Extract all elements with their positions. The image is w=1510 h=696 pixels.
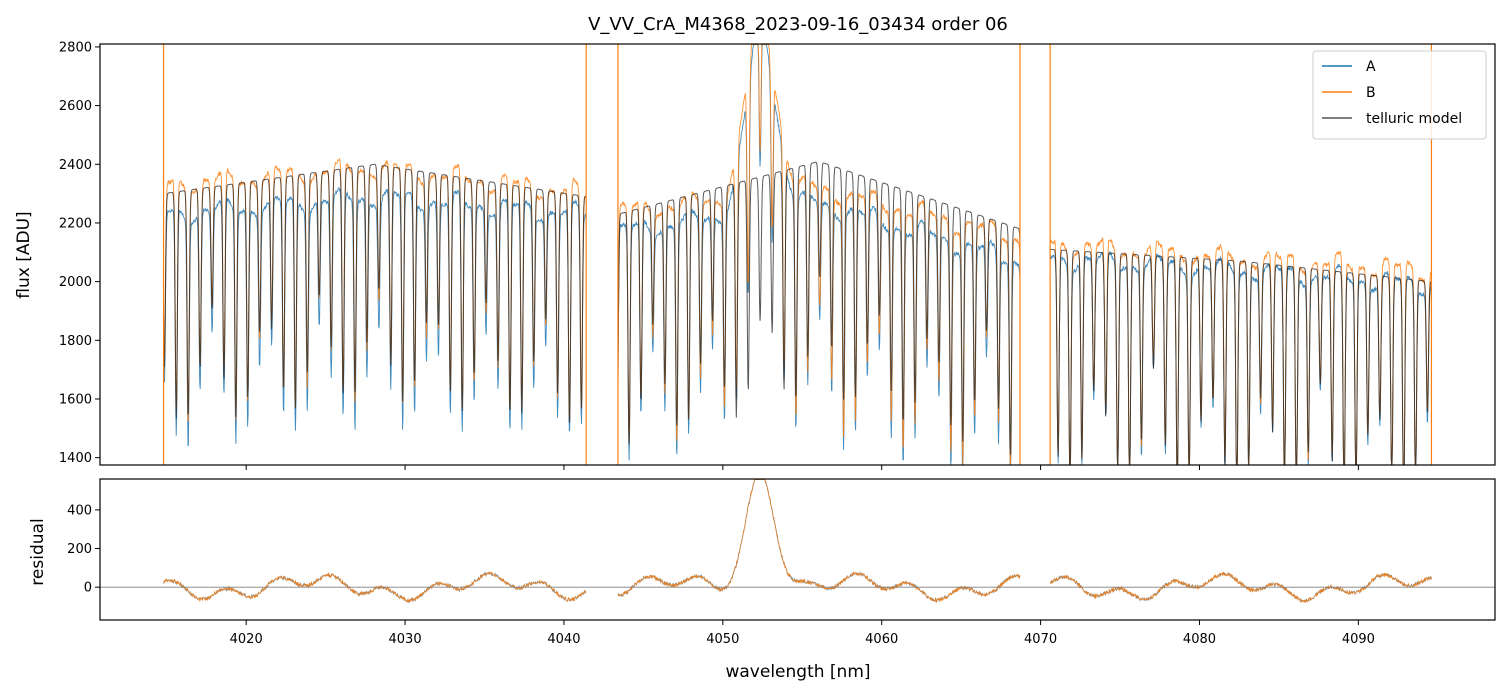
- xtick-label: 4080: [1183, 632, 1216, 647]
- top-ytick-label: 1400: [59, 451, 92, 466]
- xtick-label: 4050: [706, 632, 739, 647]
- bottom-ytick-label: 400: [67, 503, 92, 518]
- top-spectra: [162, 44, 1433, 466]
- legend-label-b: B: [1366, 85, 1376, 101]
- xtick-label: 4040: [547, 632, 580, 647]
- top-panel-frame: [99, 43, 1496, 466]
- top-panel: 1400 1600 1800 2000 2200 2400 2600 2800 flux [A…: [14, 40, 1496, 470]
- bottom-ytick-label: 200: [67, 542, 92, 557]
- telluric-model-line: [1050, 248, 1432, 466]
- legend-label-telluric: telluric model: [1366, 111, 1462, 127]
- legend: A B telluric model: [1312, 50, 1487, 140]
- legend-box: [1312, 50, 1487, 140]
- top-ytick-label: 2200: [59, 216, 92, 231]
- xtick-label: 4020: [230, 632, 263, 647]
- top-ytick-label: 2400: [59, 158, 92, 173]
- bottom-ylabel: residual: [28, 518, 48, 585]
- legend-label-a: A: [1366, 59, 1376, 75]
- xtick-label: 4030: [389, 632, 422, 647]
- xtick-label: 4090: [1342, 632, 1375, 647]
- series-a-line: [1049, 250, 1432, 465]
- residual-b-line: [1049, 571, 1432, 604]
- xtick-label: 4070: [1024, 632, 1057, 647]
- bottom-panel-frame: [99, 478, 1496, 621]
- bottom-axes: 0 200 400 4020 4030 4040 4050 4060 4070 4080 4090: [67, 503, 1495, 647]
- top-axes: 1400 1600 1800 2000 2200 2400 2600 2800: [59, 40, 1359, 470]
- top-ytick-label: 2600: [59, 99, 92, 114]
- xtick-label: 4060: [865, 632, 898, 647]
- telluric-model-line: [163, 163, 587, 423]
- bottom-ytick-label: 0: [84, 581, 92, 596]
- residual-b-line: [617, 479, 1021, 603]
- chart-title: V_VV_CrA_M4368_2023-09-16_03434 order 06: [588, 14, 1008, 35]
- x-axis-label: wavelength [nm]: [725, 662, 870, 682]
- telluric-model-line: [617, 161, 1021, 455]
- top-ylabel: flux [ADU]: [14, 211, 34, 298]
- top-ytick-label: 1600: [59, 392, 92, 407]
- top-ytick-label: 2800: [59, 40, 92, 55]
- top-ytick-label: 1800: [59, 334, 92, 349]
- top-ytick-label: 2000: [59, 275, 92, 290]
